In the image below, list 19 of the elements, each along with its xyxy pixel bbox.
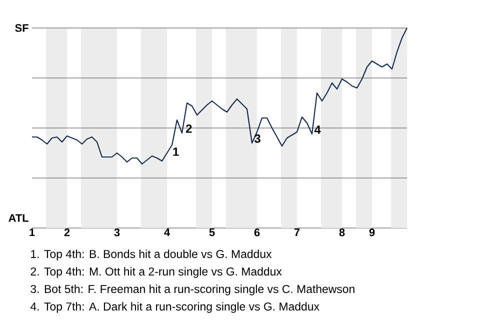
annotation: 2 (186, 124, 192, 133)
text: 2. Top 4th: M. Ott hit a 2-run single vs G. Maddux (30, 267, 282, 278)
x-tick-label: 2 (64, 228, 70, 236)
annotation: 3 (254, 134, 260, 143)
annotation: 4 (314, 126, 321, 134)
x-tick-label: 5 (209, 228, 215, 236)
text: 1. Top 4th: B. Bonds hit a double vs G. Maddux (31, 250, 272, 260)
x-tick-label: 3 (114, 228, 120, 236)
annotation: 1 (173, 148, 179, 156)
x-tick-label: 1 (30, 228, 35, 236)
x-tick-label: 7 (294, 228, 300, 236)
text: SF (15, 24, 28, 32)
x-tick-label: 8 (339, 228, 345, 236)
text: 4. Top 7th: A. Dark hit a run-scoring single vs G. Maddux (30, 302, 320, 313)
text: 3. Bot 5th: F. Freeman hit a run-scoring single vs C. Mathewson (30, 284, 354, 296)
x-tick-label: 6 (254, 228, 260, 236)
x-tick-label: 9 (369, 228, 375, 236)
text: ATL (8, 214, 28, 222)
x-tick-label: 4 (164, 228, 170, 236)
